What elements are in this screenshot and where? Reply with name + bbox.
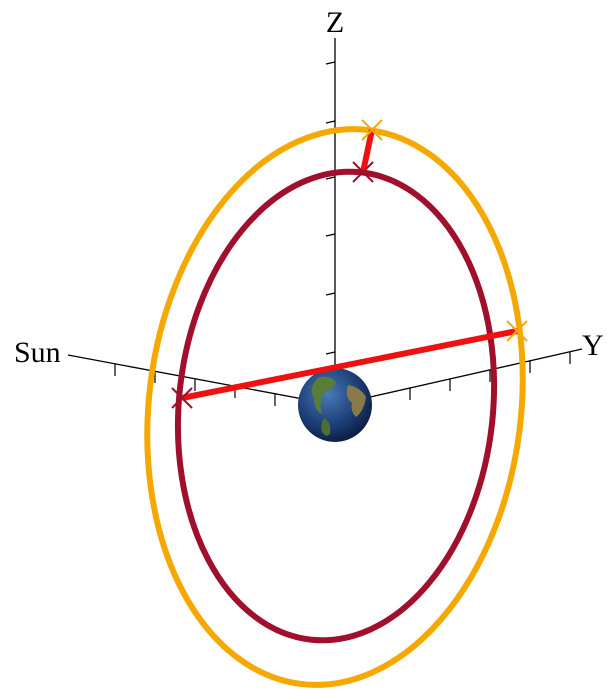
axes xyxy=(68,38,582,405)
sun-axis xyxy=(68,355,335,405)
outer-markers xyxy=(362,120,527,341)
y-label: Y xyxy=(582,329,604,362)
z-label: Z xyxy=(326,6,344,39)
sun-label: Sun xyxy=(14,336,61,369)
earth xyxy=(298,368,372,442)
orbit-diagram: Z Sun Y xyxy=(0,0,608,691)
